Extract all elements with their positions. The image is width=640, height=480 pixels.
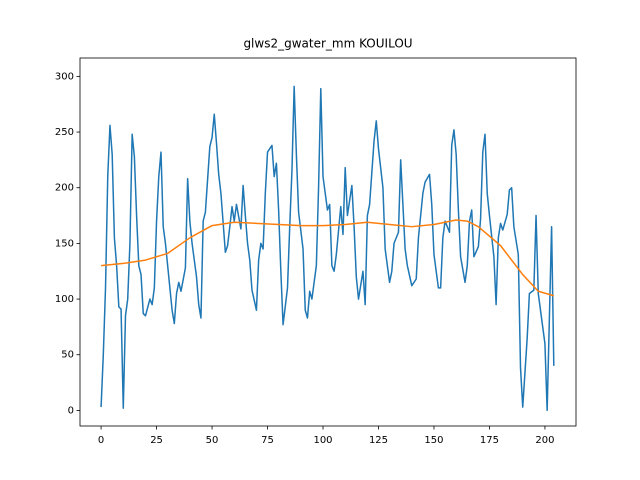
x-tick-label: 0 (98, 435, 104, 446)
y-tick-label: 150 (55, 238, 74, 249)
y-tick-label: 0 (68, 405, 74, 416)
x-tick-label: 125 (369, 435, 388, 446)
y-tick-label: 250 (55, 127, 74, 138)
x-tick-label: 200 (535, 435, 554, 446)
x-tick-label: 150 (424, 435, 443, 446)
y-tick-label: 200 (55, 183, 74, 194)
line-series (100, 85, 555, 412)
x-tick-label: 25 (150, 435, 163, 446)
x-tick-label: 75 (261, 435, 274, 446)
y-tick-label: 100 (55, 294, 74, 305)
y-tick-label: 300 (55, 71, 74, 82)
y-tick-label: 50 (61, 350, 74, 361)
plot-frame (79, 57, 577, 427)
line-series (101, 219, 555, 297)
chart-title: glws2_gwater_mm KOUILOU (243, 37, 412, 51)
x-tick-label: 50 (206, 435, 219, 446)
x-tick-label: 175 (480, 435, 499, 446)
x-tick-label: 100 (313, 435, 332, 446)
